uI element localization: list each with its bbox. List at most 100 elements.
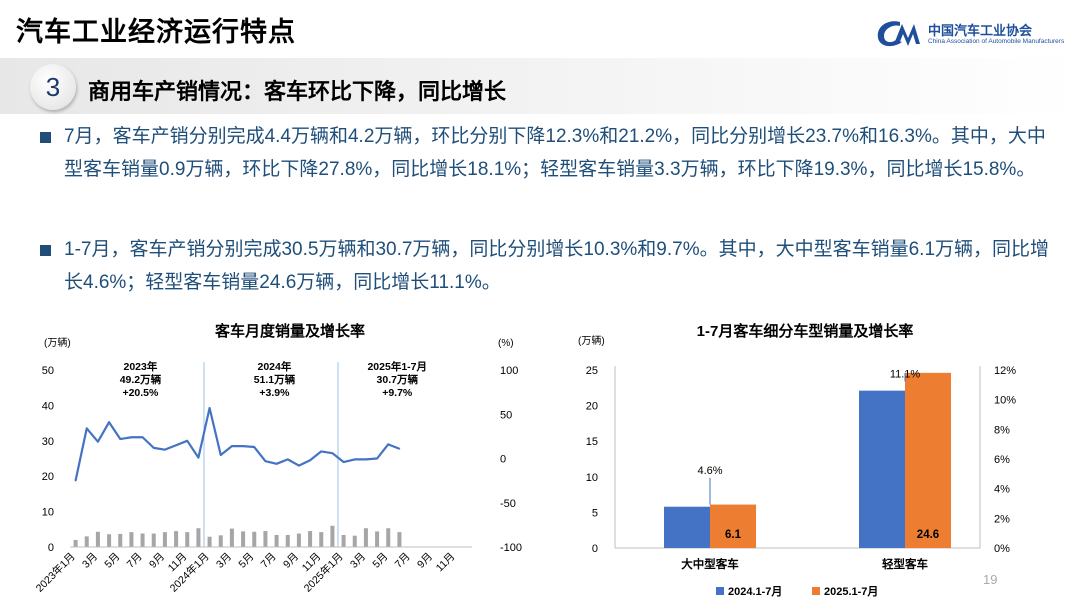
- growth-point: [219, 454, 222, 456]
- legend-label: 2024.1-7月: [728, 585, 782, 598]
- y-tick-label: 0: [48, 542, 54, 554]
- sales-bar: [341, 534, 346, 547]
- annotation-growth: +3.9%: [259, 387, 290, 399]
- growth-point: [242, 445, 244, 447]
- sales-bar: [252, 531, 257, 547]
- x-tick-label: 9月: [415, 551, 435, 571]
- y2-tick-label: 8%: [994, 424, 1010, 436]
- y-tick-label: 40: [42, 400, 54, 412]
- bullet-square-icon: [40, 132, 51, 143]
- sales-bar: [363, 528, 368, 547]
- y-tick-label: 50: [42, 365, 54, 377]
- annotation-growth: +20.5%: [122, 387, 159, 399]
- sales-bar: [207, 536, 212, 547]
- growth-point: [309, 459, 311, 462]
- bullet-text: 7月，客车产销分别完成4.4万辆和4.2万辆，环比分别下降12.3%和21.2%…: [64, 126, 1046, 180]
- x-tick-label: 3月: [80, 551, 100, 571]
- x-tick-label: 7月: [259, 551, 279, 571]
- y-tick-label: 30: [42, 436, 54, 448]
- growth-point: [231, 445, 233, 447]
- y2-tick-label: 2%: [994, 513, 1010, 525]
- growth-point: [74, 479, 77, 482]
- x-tick-label: 9月: [147, 551, 167, 571]
- sales-bar: [375, 531, 380, 547]
- growth-point: [264, 460, 267, 462]
- sales-bar: [330, 525, 335, 547]
- annotation-total: 49.2万辆: [120, 373, 162, 386]
- y2-tick-label: 12%: [994, 365, 1016, 377]
- segment-bar: [710, 504, 756, 548]
- growth-point: [119, 438, 122, 440]
- growth-point: [164, 448, 166, 451]
- x-tick-label: 7月: [393, 551, 413, 571]
- bar-value-label: 24.6: [917, 529, 939, 541]
- x-tick-label: 5月: [102, 551, 122, 571]
- x-tick-label: 2023年1月: [33, 550, 78, 595]
- section-title: 商用车产销情况：客车环比下降，同比增长: [88, 79, 507, 104]
- chart-title: 1-7月客车细分车型销量及增长率: [697, 322, 914, 340]
- legend-label: 2025.1-7月: [824, 585, 878, 598]
- sales-bar: [129, 532, 134, 547]
- y2-tick-label: 10%: [994, 395, 1016, 407]
- sales-bar: [241, 531, 246, 547]
- legend-swatch: [812, 587, 820, 595]
- legend-swatch: [716, 587, 724, 595]
- bar-value-label: 6.1: [725, 529, 742, 541]
- sales-bar: [285, 534, 290, 547]
- sales-bar: [73, 539, 78, 547]
- y2-tick-label: 100: [500, 365, 518, 377]
- sales-bar: [174, 531, 179, 547]
- sales-bar: [95, 531, 100, 547]
- x-tick-label: 5月: [236, 551, 256, 571]
- bullet-square-icon: [40, 245, 51, 256]
- section-number: 3: [30, 64, 76, 110]
- sales-bar: [308, 531, 313, 547]
- growth-point: [275, 463, 278, 465]
- monthly-sales-chart: 客车月度销量及增长率 (万辆) (%) 0 10 20 30 40 50 -100 -50 0 50 10…: [33, 322, 522, 595]
- y2-tick-label: -100: [500, 542, 522, 554]
- sales-bar: [263, 531, 268, 547]
- y-tick-label: 5: [592, 507, 598, 519]
- y2-tick-label: 6%: [994, 454, 1010, 466]
- y-tick-label: 25: [586, 365, 598, 377]
- y-tick-label: 10: [586, 472, 598, 484]
- org-name-en: China Association of Automobile Manufact…: [928, 38, 1065, 45]
- sales-bar: [118, 533, 123, 547]
- growth-rate-label: 4.6%: [697, 465, 722, 477]
- growth-point: [152, 447, 155, 449]
- growth-point: [320, 450, 323, 453]
- category-label: 大中型客车: [681, 557, 739, 571]
- category-label: 轻型客车: [882, 557, 928, 571]
- sales-bar: [319, 532, 324, 547]
- segment-sales-chart: 1-7月客车细分车型销量及增长率 (万辆) 0 5 10 15 20 25 0% 2% 4% 6% 8%…: [578, 322, 1016, 598]
- y2-axis-unit: (%): [498, 338, 514, 349]
- segment-bar: [905, 372, 951, 548]
- growth-point: [353, 458, 356, 461]
- sales-bar: [196, 528, 201, 547]
- growth-point: [365, 458, 367, 461]
- sales-bar: [229, 528, 234, 547]
- bullet-item: 7月，客车产销分别完成4.4万辆和4.2万辆，环比分别下降12.3%和21.2%…: [40, 120, 1060, 186]
- segment-bar: [664, 506, 710, 548]
- sales-bar: [386, 528, 391, 547]
- y2-tick-label: 50: [500, 409, 512, 421]
- chart-title: 客车月度销量及增长率: [214, 322, 365, 340]
- sales-bar: [185, 532, 190, 547]
- growth-point: [387, 443, 390, 446]
- bullet-text: 1-7月，客车产销分别完成30.5万辆和30.7万辆，同比分别增长10.3%和9…: [64, 239, 1050, 293]
- sales-bar: [107, 534, 112, 547]
- sales-bar: [352, 535, 357, 547]
- x-tick-label: 5月: [370, 551, 390, 571]
- sales-bar: [140, 533, 145, 547]
- org-name-cn: 中国汽车工业协会: [928, 23, 1033, 38]
- y-tick-label: 0: [592, 543, 598, 555]
- y2-tick-label: 4%: [994, 484, 1010, 496]
- annotation-label: 2024年: [257, 360, 291, 373]
- sales-bar: [84, 536, 89, 547]
- x-tick-label: 7月: [125, 551, 145, 571]
- sales-bar: [296, 533, 301, 547]
- x-tick-label: 9月: [281, 551, 301, 571]
- growth-point: [175, 444, 177, 447]
- y-axis-unit: (万辆): [44, 336, 71, 349]
